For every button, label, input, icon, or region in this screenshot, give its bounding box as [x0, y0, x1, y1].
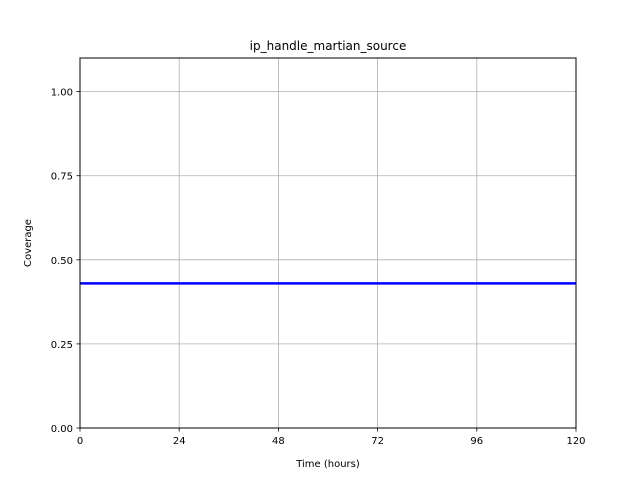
x-tick-label: 120 [566, 436, 585, 447]
x-tick-label: 48 [272, 436, 285, 447]
y-axis-label: Coverage [23, 219, 34, 267]
x-tick-label: 96 [470, 436, 483, 447]
y-tick-label: 0.50 [51, 256, 73, 267]
y-tick-label: 0.00 [51, 424, 73, 435]
chart-title: ip_handle_martian_source [250, 39, 407, 53]
x-axis-ticks: 0 24 48 72 96 120 [77, 428, 586, 447]
y-tick-label: 0.25 [51, 340, 73, 351]
x-tick-label: 24 [173, 436, 186, 447]
x-tick-label: 72 [371, 436, 384, 447]
y-tick-label: 0.75 [51, 172, 73, 183]
plot-frame [79, 57, 577, 429]
x-tick-label: 0 [77, 436, 83, 447]
y-axis-ticks: 0.00 0.25 0.50 0.75 1.00 [51, 88, 80, 435]
y-tick-label: 1.00 [51, 88, 73, 99]
x-axis-label: Time (hours) [295, 459, 360, 470]
